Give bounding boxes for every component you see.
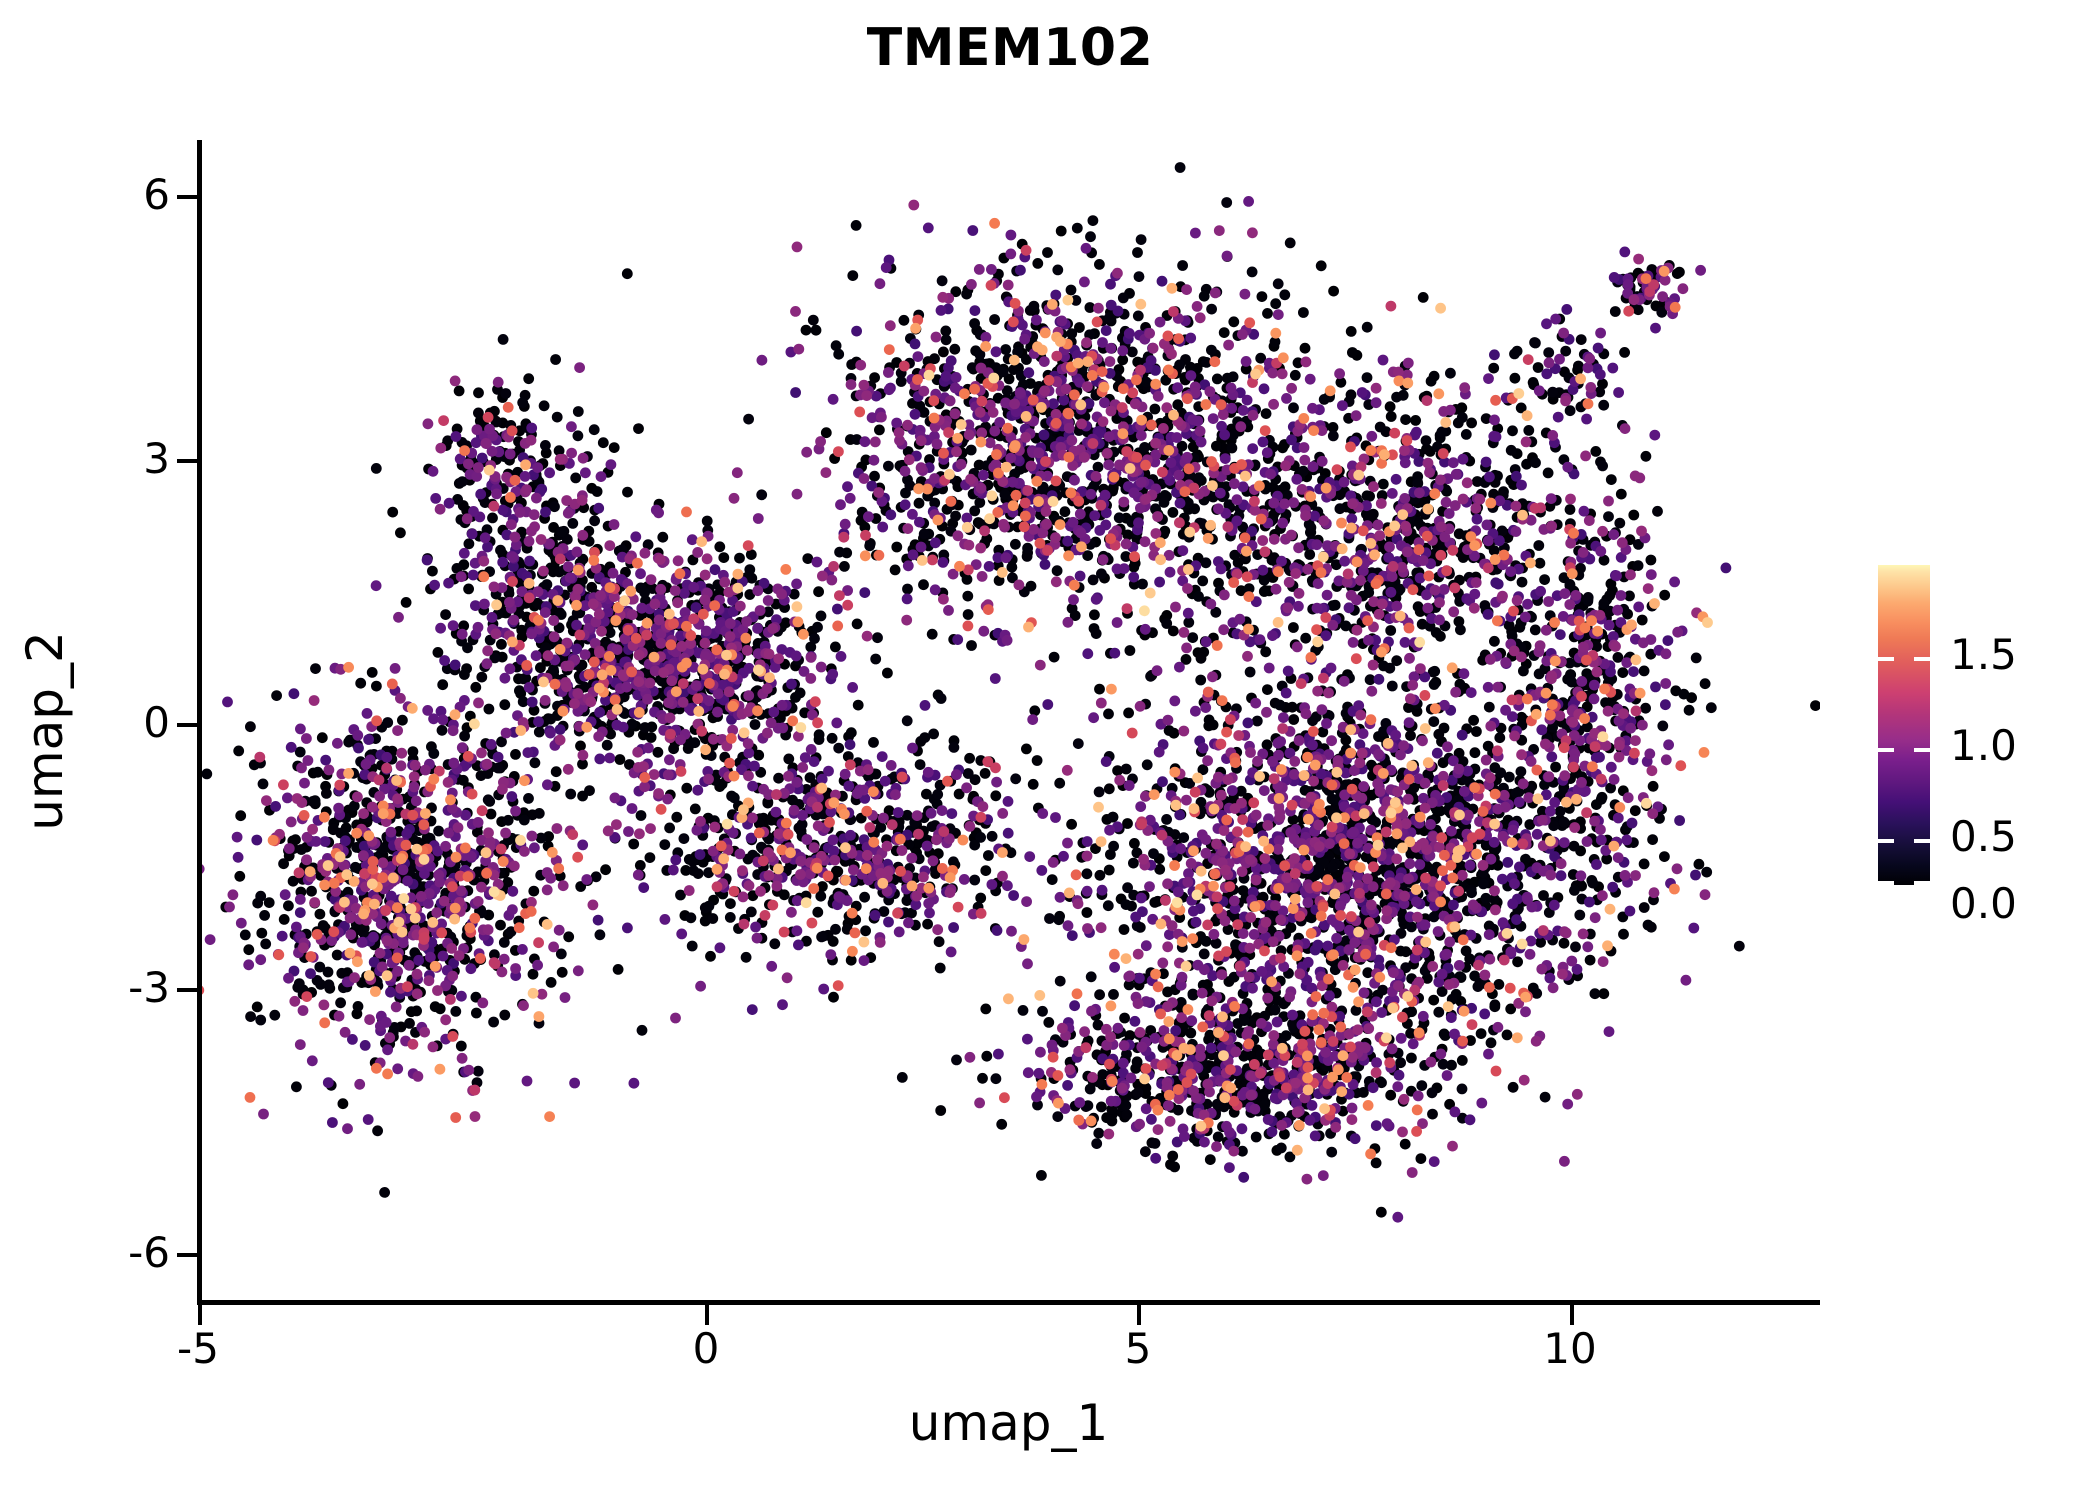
y-tick-mark [177, 988, 197, 992]
colorbar-tick-label: 0.5 [1950, 812, 2017, 861]
y-axis-title: umap_2 [16, 631, 74, 831]
y-tick-label: -3 [128, 963, 170, 1012]
y-tick-mark [177, 459, 197, 463]
colorbar-tick-label: 1.5 [1950, 630, 2017, 679]
page-title: TMEM102 [866, 18, 1154, 78]
x-tick-mark [1570, 1305, 1574, 1325]
x-tick-label: 5 [1124, 1324, 1152, 1373]
colorbar-tick [1878, 657, 1894, 661]
y-tick-label: 0 [143, 698, 170, 747]
colorbar-tick [1878, 748, 1894, 752]
colorbar-gradient [1878, 565, 1930, 885]
x-tick-label: 0 [692, 1324, 720, 1373]
colorbar: 1.5 1.0 0.5 0.0 [1878, 565, 2017, 925]
colorbar-tick-label: 0.0 [1950, 879, 2017, 928]
colorbar-tick [1914, 839, 1930, 843]
x-tick-label: 10 [1543, 1324, 1597, 1373]
x-axis-spine [197, 1300, 1820, 1305]
y-tick-mark [177, 195, 197, 199]
colorbar-tick [1914, 748, 1930, 752]
x-tick-mark [198, 1305, 202, 1325]
plot-axes [177, 140, 1820, 1325]
colorbar-tick [1878, 839, 1894, 843]
y-axis-spine [197, 140, 202, 1305]
x-tick-mark [705, 1305, 709, 1325]
y-tick-mark [177, 723, 197, 727]
y-tick-label: 3 [143, 434, 170, 483]
colorbar-tick [1914, 657, 1930, 661]
x-axis-title: umap_1 [908, 1394, 1109, 1452]
y-tick-label: 6 [143, 170, 170, 219]
colorbar-tick-label: 1.0 [1950, 721, 2017, 770]
colorbar-tick [1878, 881, 1894, 885]
y-tick-label: -6 [128, 1228, 170, 1277]
x-tick-label: -5 [177, 1324, 219, 1373]
colorbar-tick [1914, 881, 1930, 885]
y-tick-mark [177, 1253, 197, 1257]
scatter-plot-area [197, 140, 1820, 1305]
x-tick-mark [1137, 1305, 1141, 1325]
